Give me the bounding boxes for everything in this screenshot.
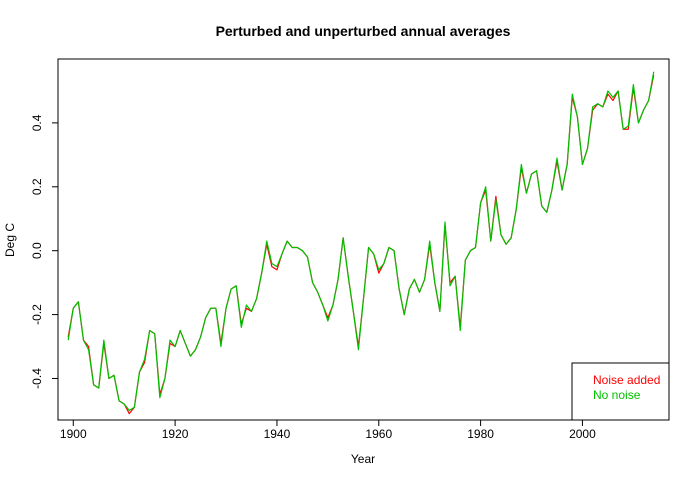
x-axis: 1900 1920 1940 1960 1980 2000 <box>60 420 596 441</box>
x-tick-label: 1920 <box>162 427 189 441</box>
y-tick-label: 0.0 <box>30 242 44 259</box>
series-line-no-noise <box>67 71 655 412</box>
series-group <box>67 71 655 415</box>
y-tick-label: -0.2 <box>30 304 44 325</box>
x-tick-label: 1960 <box>365 427 392 441</box>
y-axis: -0.4 -0.2 0.0 0.2 0.4 <box>30 114 58 389</box>
x-tick-label: 1900 <box>60 427 87 441</box>
y-axis-label: Deg C <box>3 223 17 257</box>
legend-entry-noise-added: Noise added <box>593 373 660 387</box>
x-tick-label: 1940 <box>264 427 291 441</box>
y-tick-label: 0.2 <box>30 178 44 195</box>
plot-area-frame <box>57 58 670 421</box>
y-tick-label: 0.4 <box>30 114 44 131</box>
x-tick-label: 1980 <box>467 427 494 441</box>
legend: Noise added No noise <box>571 362 670 421</box>
x-axis-label: Year <box>351 452 375 466</box>
x-tick-label: 2000 <box>569 427 596 441</box>
legend-box <box>571 362 670 421</box>
legend-entry-no-noise: No noise <box>593 388 641 402</box>
series-line-noise-added <box>67 74 655 415</box>
y-tick-label: -0.4 <box>30 368 44 389</box>
chart-title: Perturbed and unperturbed annual average… <box>216 23 511 39</box>
